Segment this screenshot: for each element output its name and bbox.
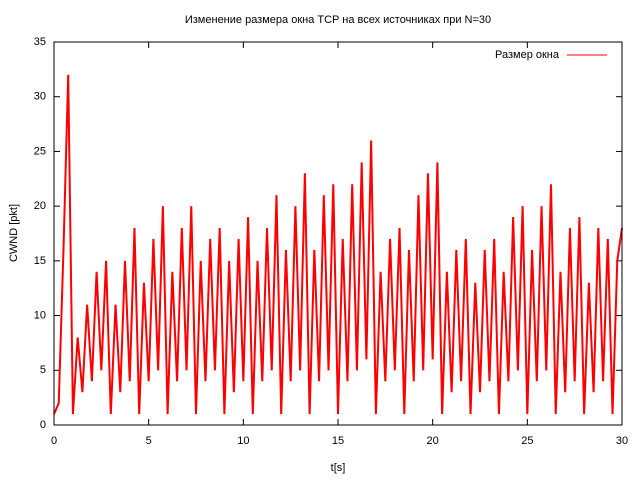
plot-border [53,41,623,426]
y-axis-label: CWND [pkt] [8,204,20,262]
data-line [53,74,623,415]
y-tick-label: 0 [40,419,46,431]
x-tick-label: 10 [237,435,249,447]
y-tick-label: 30 [34,91,46,103]
legend-label: Размер окна [495,49,560,61]
x-tick-label: 5 [146,435,152,447]
y-tick-label: 25 [34,145,46,157]
x-axis-label: t[s] [331,462,346,474]
x-tick-label: 0 [51,435,57,447]
x-tick-label: 30 [616,435,628,447]
x-tick-label: 15 [332,435,344,447]
x-tick-label: 25 [521,435,533,447]
y-tick-label: 35 [34,36,46,48]
x-tick-label: 20 [427,435,439,447]
y-tick-label: 20 [34,200,46,212]
chart-title: Изменение размера окна TCP на всех источ… [185,14,491,26]
y-tick-label: 15 [34,255,46,267]
y-tick-label: 10 [34,309,46,321]
y-tick-label: 5 [40,364,46,376]
